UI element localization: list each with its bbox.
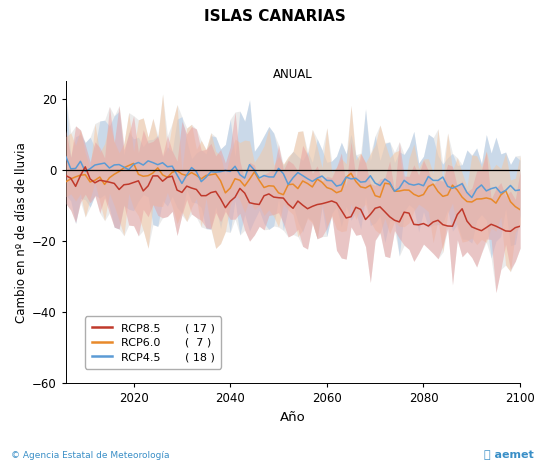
X-axis label: Año: Año	[280, 411, 306, 424]
Legend: RCP8.5       ( 17 ), RCP6.0       (  7 ), RCP4.5       ( 18 ): RCP8.5 ( 17 ), RCP6.0 ( 7 ), RCP4.5 ( 18…	[85, 316, 221, 369]
Title: ANUAL: ANUAL	[273, 68, 313, 81]
Y-axis label: Cambio en nº de días de lluvia: Cambio en nº de días de lluvia	[15, 142, 28, 322]
Text: 🐦 aemet: 🐦 aemet	[484, 450, 534, 460]
Text: © Agencia Estatal de Meteorología: © Agencia Estatal de Meteorología	[11, 451, 169, 460]
Text: ISLAS CANARIAS: ISLAS CANARIAS	[204, 9, 346, 24]
